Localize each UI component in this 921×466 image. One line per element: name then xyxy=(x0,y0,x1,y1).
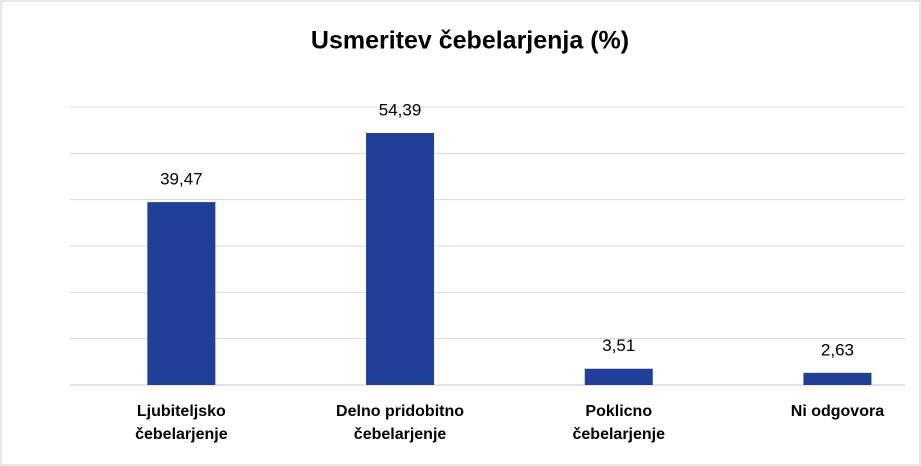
value-label: 54,39 xyxy=(379,100,422,119)
bar xyxy=(584,368,653,385)
x-tick-label: Ni odgovora xyxy=(791,403,884,420)
value-label: 39,47 xyxy=(160,170,203,189)
x-tick-label: Delno pridobitno čebelarjenje xyxy=(336,403,464,443)
x-tick-label: Ljubiteljsko čebelarjenje xyxy=(135,403,228,443)
value-label: 3,51 xyxy=(602,336,635,355)
chart-title: Usmeritev čebelarjenja (%) xyxy=(311,27,629,55)
value-label: 2,63 xyxy=(821,340,854,359)
bar xyxy=(803,372,872,385)
x-tick-label: Poklicno čebelarjenje xyxy=(573,403,666,443)
bar xyxy=(147,202,216,385)
bar xyxy=(366,132,435,385)
